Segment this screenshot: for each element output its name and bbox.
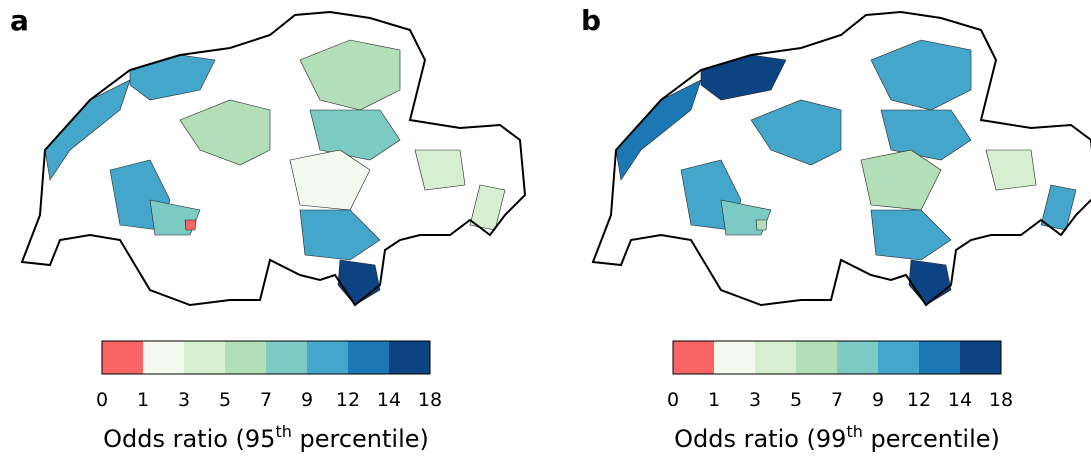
country-border xyxy=(591,10,1091,307)
colorbar-tick-label: 7 xyxy=(831,389,843,411)
colorbar-tick-label: 9 xyxy=(301,389,313,411)
colorbar-tick-label: 1 xyxy=(708,389,720,411)
region xyxy=(870,209,952,261)
colorbar-segment xyxy=(837,341,878,374)
region xyxy=(179,99,271,166)
label-text: Odds ratio (95 xyxy=(103,425,275,453)
label-text: percentile) xyxy=(292,425,429,453)
colorbar-segment xyxy=(878,341,919,374)
colorbar-segment xyxy=(102,341,143,374)
colorbar-frame xyxy=(672,340,1002,375)
colorbar-label: Odds ratio (95th percentile) xyxy=(103,422,429,453)
colorbar-tick-label: 14 xyxy=(948,389,972,411)
colorbar-segment xyxy=(919,341,960,374)
colorbar-segment xyxy=(755,341,796,374)
colorbar-label: Odds ratio (99th percentile) xyxy=(674,422,1000,453)
label-superscript: th xyxy=(275,422,291,441)
colorbar-tick-label: 3 xyxy=(178,389,190,411)
colorbar-tick-label: 0 xyxy=(667,389,679,411)
colorbar-tick-label: 12 xyxy=(336,389,360,411)
region xyxy=(337,259,381,306)
region xyxy=(299,39,401,111)
label-text: percentile) xyxy=(863,425,1000,453)
panel-label: a xyxy=(10,4,29,37)
region xyxy=(908,259,952,306)
region xyxy=(184,219,197,231)
colorbar-segment xyxy=(714,341,755,374)
colorbar-segment xyxy=(266,341,307,374)
colorbar-segment xyxy=(960,341,1001,374)
colorbar-tick-label: 9 xyxy=(872,389,884,411)
label-text: Odds ratio (99 xyxy=(674,425,846,453)
region xyxy=(299,209,381,261)
label-superscript: th xyxy=(846,422,862,441)
colorbar-segment xyxy=(389,341,430,374)
region xyxy=(755,219,768,231)
colorbar-segment xyxy=(348,341,389,374)
region xyxy=(414,149,466,191)
region xyxy=(750,99,842,166)
panel: a 0 1 3 5 7 9 12 14 18 Odds ratio (95th percentile… xyxy=(10,4,527,453)
colorbar-tick-label: 3 xyxy=(749,389,761,411)
colorbar-segment xyxy=(184,341,225,374)
colorbar-segment xyxy=(225,341,266,374)
panel: b 0 1 3 5 7 9 12 14 18 Odds ratio (99th percentile… xyxy=(581,4,1091,453)
colorbar-tick-label: 7 xyxy=(260,389,272,411)
region xyxy=(289,149,371,211)
colorbar-frame xyxy=(101,340,431,375)
colorbar-segment xyxy=(307,341,348,374)
colorbar-tick-label: 18 xyxy=(989,389,1013,411)
colorbar-tick-label: 1 xyxy=(137,389,149,411)
panel-label: b xyxy=(581,4,601,37)
colorbar-segment xyxy=(673,341,714,374)
region xyxy=(860,149,942,211)
colorbar-tick-label: 0 xyxy=(96,389,108,411)
colorbar-tick-label: 18 xyxy=(418,389,442,411)
region xyxy=(870,39,972,111)
colorbar-tick-label: 5 xyxy=(790,389,802,411)
country-border xyxy=(20,10,527,307)
colorbar-tick-label: 5 xyxy=(219,389,231,411)
region xyxy=(880,109,972,161)
colorbar-tick-label: 14 xyxy=(377,389,401,411)
region xyxy=(985,149,1037,191)
colorbar-segment xyxy=(796,341,837,374)
colorbar-tick-label: 12 xyxy=(907,389,931,411)
colorbar-segment xyxy=(143,341,184,374)
region xyxy=(309,109,401,161)
